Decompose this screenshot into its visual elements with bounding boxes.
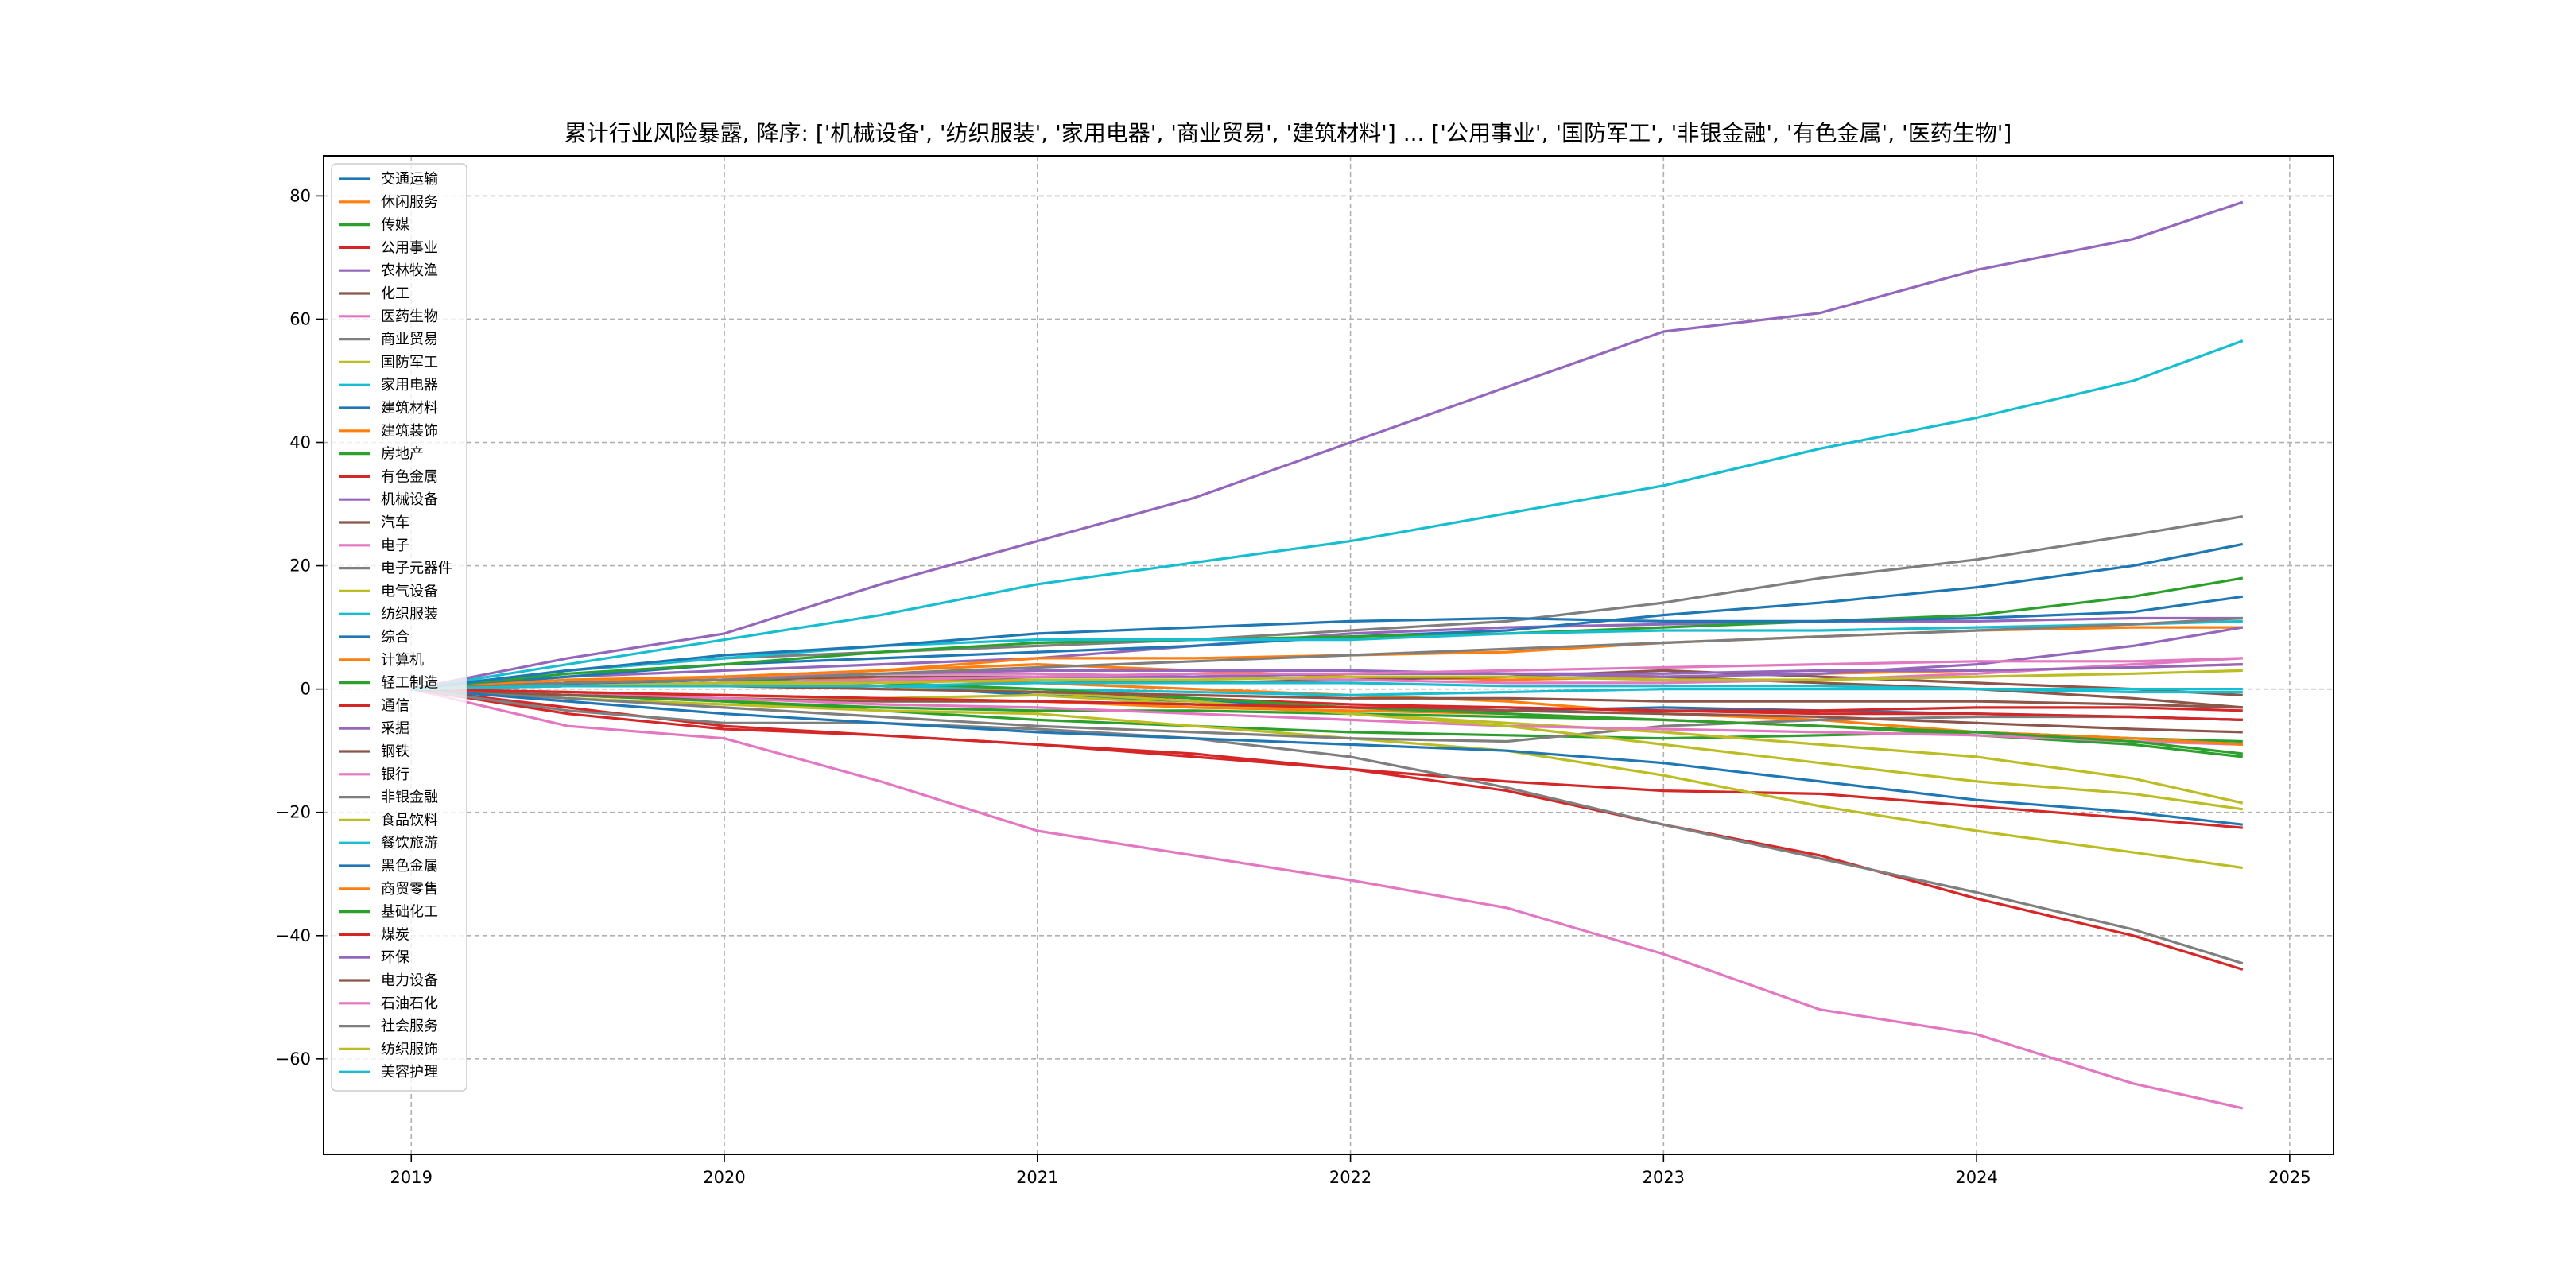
legend-label: 建筑材料 xyxy=(381,400,438,417)
grid xyxy=(324,156,2334,1154)
x-tick-label: 2024 xyxy=(1955,1168,1997,1187)
legend-label: 环保 xyxy=(381,949,409,966)
plot-frame xyxy=(323,155,2334,1155)
series-line-农林牧渔 xyxy=(411,616,2243,691)
y-tick-label: 80 xyxy=(289,186,311,205)
series-line-医药生物 xyxy=(410,688,2244,1110)
legend-label: 通信 xyxy=(381,697,409,714)
legend-label: 石油石化 xyxy=(381,995,438,1012)
legend-label: 房地产 xyxy=(381,446,424,463)
series-line-社会服务 xyxy=(411,616,2243,691)
legend-label: 基础化工 xyxy=(381,904,438,921)
series-line-银行 xyxy=(411,688,2243,746)
legend-label: 美容护理 xyxy=(381,1064,438,1080)
y-tick-label: −40 xyxy=(276,926,311,945)
legend-label: 轻工制造 xyxy=(381,675,438,692)
series-line-美容护理 xyxy=(411,681,2243,694)
legend-label: 医药生物 xyxy=(381,308,438,325)
legend-label: 商业贸易 xyxy=(381,332,438,348)
legend-label: 综合 xyxy=(381,629,409,646)
legend-label: 农林牧渔 xyxy=(381,262,438,279)
legend-label: 餐饮旅游 xyxy=(381,835,438,852)
series-line-房地产 xyxy=(411,576,2244,691)
x-tick-label: 2019 xyxy=(390,1168,433,1187)
legend-label: 社会服务 xyxy=(381,1018,438,1035)
x-tick-label: 2022 xyxy=(1329,1168,1371,1187)
x-tick-label: 2021 xyxy=(1016,1168,1058,1187)
legend-label: 家用电器 xyxy=(381,377,438,394)
legend-label: 银行 xyxy=(381,766,409,783)
legend-label: 汽车 xyxy=(381,514,409,531)
x-tick-label: 2020 xyxy=(703,1168,745,1187)
chart-title: 累计行业风险暴露, 降序: ['机械设备', '纺织服装', '家用电器', '… xyxy=(564,120,2012,146)
legend-label: 纺织服饰 xyxy=(381,1041,438,1057)
legend-label: 化工 xyxy=(381,285,409,302)
series-line-黑色金属 xyxy=(411,688,2243,826)
y-tick-label: −60 xyxy=(276,1049,311,1069)
legend-label: 电力设备 xyxy=(381,972,438,989)
series-line-电子元器件 xyxy=(411,688,2243,743)
legend-label: 黑色金属 xyxy=(381,858,438,875)
series-line-家用电器 xyxy=(411,339,2244,691)
y-tick-label: 40 xyxy=(289,433,311,452)
axis-ticks: 2019 2020 2021 2022 2023 2024 2025 −60 −40 −20 0 20… xyxy=(276,186,2311,1187)
legend-label: 煤炭 xyxy=(381,926,409,943)
series-lines xyxy=(410,200,2244,1110)
y-tick-label: 0 xyxy=(301,680,311,699)
legend-label: 食品饮料 xyxy=(381,812,438,828)
legend-label: 电气设备 xyxy=(381,583,438,599)
series-line-纺织服装 xyxy=(411,619,2243,691)
legend-label: 有色金属 xyxy=(381,468,438,485)
series-line-非银金融 xyxy=(411,688,2244,965)
legend-label: 计算机 xyxy=(381,652,424,669)
legend-label: 商贸零售 xyxy=(381,881,438,898)
legend: 交通运输休闲服务传媒公用事业农林牧渔化工医药生物商业贸易国防军工家用电器建筑材料… xyxy=(331,163,467,1092)
legend-label: 机械设备 xyxy=(381,491,438,508)
legend-label: 采掘 xyxy=(381,720,409,737)
legend-label: 国防军工 xyxy=(381,354,438,370)
x-tick-label: 2025 xyxy=(2268,1168,2310,1187)
legend-label: 休闲服务 xyxy=(381,194,438,211)
series-line-纺织服饰 xyxy=(411,669,2243,691)
legend-label: 公用事业 xyxy=(381,239,438,256)
series-line-煤炭 xyxy=(411,688,2243,721)
series-line-综合 xyxy=(411,595,2244,691)
legend-label: 纺织服装 xyxy=(381,606,438,623)
legend-label: 电子元器件 xyxy=(381,561,452,577)
x-tick-label: 2023 xyxy=(1643,1168,1685,1187)
legend-label: 电子 xyxy=(381,537,409,554)
y-tick-label: −20 xyxy=(276,803,311,822)
legend-label: 建筑装饰 xyxy=(381,423,438,440)
legend-label: 钢铁 xyxy=(381,743,409,760)
series-line-机械设备 xyxy=(410,200,2244,691)
y-tick-label: 20 xyxy=(289,557,311,576)
legend-label: 传媒 xyxy=(381,217,409,234)
series-line-有色金属 xyxy=(411,688,2244,971)
legend-label: 交通运输 xyxy=(381,171,438,188)
legend-box xyxy=(331,163,467,1092)
y-tick-label: 60 xyxy=(289,309,311,328)
legend-label: 非银金融 xyxy=(381,789,438,806)
